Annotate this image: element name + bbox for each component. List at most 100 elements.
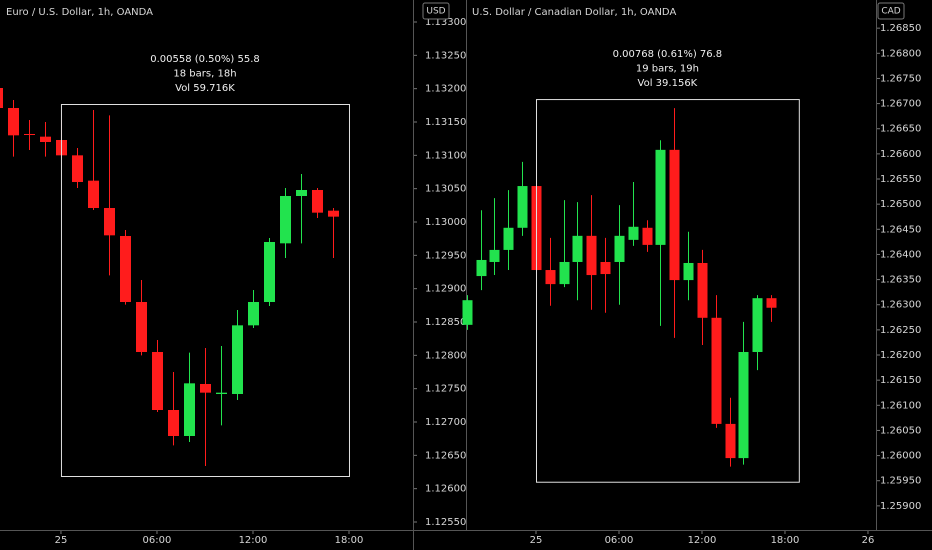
candle-body — [752, 298, 763, 352]
candle-body — [0, 88, 3, 108]
measure-label: Vol 39.156K — [638, 78, 698, 89]
y-tick-label: 1.12700 — [425, 417, 466, 428]
y-tick-label: 1.13300 — [425, 17, 466, 28]
candle-body — [683, 262, 694, 281]
y-tick-label: 1.12550 — [425, 517, 466, 528]
candle-body — [296, 190, 307, 196]
y-tick-label: 1.26600 — [880, 149, 921, 160]
y-tick-label: 1.26150 — [880, 375, 921, 386]
y-tick-label: 1.26250 — [880, 325, 921, 336]
y-tick-label: 1.25900 — [880, 501, 921, 512]
candle-body — [200, 384, 211, 393]
candle-body — [8, 108, 19, 136]
measure-label: Vol 59.716K — [175, 83, 235, 94]
y-tick-label: 1.13200 — [425, 84, 466, 95]
y-unit: USD — [426, 7, 445, 17]
measure-label: 0.00558 (0.50%) 55.8 — [150, 54, 260, 65]
measure-label: 0.00768 (0.61%) 76.8 — [613, 49, 723, 60]
y-tick-label: 1.26100 — [880, 400, 921, 411]
y-unit: CAD — [881, 7, 900, 17]
y-tick-label: 1.12650 — [425, 450, 466, 461]
y-tick-label: 1.26850 — [880, 23, 921, 34]
candle-body — [476, 259, 487, 277]
candle-body — [697, 262, 708, 318]
chart-title: U.S. Dollar / Canadian Dollar, 1h, OANDA — [472, 7, 676, 18]
y-tick-label: 1.13250 — [425, 50, 466, 61]
x-tick-label: 18:00 — [335, 535, 364, 546]
y-tick-label: 1.26300 — [880, 300, 921, 311]
candle-body — [572, 235, 583, 262]
unit-box — [422, 2, 450, 20]
y-tick-label: 1.26550 — [880, 174, 921, 185]
candle-body — [24, 134, 35, 135]
x-tick-label: 25 — [55, 535, 68, 546]
y-tick-label: 1.26650 — [880, 124, 921, 135]
candle-body — [711, 317, 722, 424]
candle-body — [216, 392, 227, 394]
candle-body — [280, 196, 291, 244]
candle-body — [248, 302, 259, 326]
y-tick-label: 1.12800 — [425, 350, 466, 361]
candle-body — [328, 210, 339, 217]
y-tick-label: 1.26400 — [880, 249, 921, 260]
candle-body — [628, 226, 639, 240]
candle-body — [40, 136, 51, 142]
y-tick-label: 1.26450 — [880, 224, 921, 235]
y-tick-label: 1.25950 — [880, 476, 921, 487]
candle-body — [72, 155, 83, 182]
candle-body — [503, 227, 514, 250]
candle-body — [738, 351, 749, 459]
y-tick-label: 1.12900 — [425, 284, 466, 295]
candle-body — [120, 236, 131, 302]
y-tick-label: 1.26000 — [880, 451, 921, 462]
measure-label: 18 bars, 18h — [173, 69, 236, 80]
y-tick-label: 1.12750 — [425, 384, 466, 395]
candle-body — [168, 410, 179, 436]
candle-body — [232, 325, 243, 394]
x-tick-label: 26 — [862, 535, 875, 546]
y-tick-label: 1.26750 — [880, 73, 921, 84]
candle-body — [264, 242, 275, 302]
candle-body — [312, 190, 323, 213]
y-tick-label: 1.13050 — [425, 184, 466, 195]
y-tick-label: 1.26200 — [880, 350, 921, 361]
x-tick-label: 18:00 — [771, 535, 800, 546]
candle-body — [669, 149, 680, 281]
candle-body — [104, 208, 115, 236]
y-tick-label: 1.26050 — [880, 425, 921, 436]
candle-body — [600, 261, 611, 275]
x-tick-label: 25 — [530, 535, 543, 546]
candle-body — [586, 235, 597, 276]
candle-body — [655, 149, 666, 245]
measure-box — [60, 104, 350, 477]
candle-body — [184, 383, 195, 436]
x-tick-label: 12:00 — [239, 535, 268, 546]
candle-body — [559, 261, 570, 285]
measure-label: 19 bars, 19h — [636, 64, 699, 75]
y-tick-label: 1.13100 — [425, 150, 466, 161]
chart-title: Euro / U.S. Dollar, 1h, OANDA — [6, 7, 153, 18]
y-tick-label: 1.12850 — [425, 317, 466, 328]
y-tick-label: 1.13000 — [425, 217, 466, 228]
x-tick-label: 06:00 — [143, 535, 172, 546]
y-tick-label: 1.26500 — [880, 199, 921, 210]
candle-body — [136, 302, 147, 352]
candle-body — [725, 423, 736, 459]
candle-body — [517, 186, 528, 228]
y-tick-label: 1.26350 — [880, 275, 921, 286]
unit-box — [877, 2, 905, 20]
candle-body — [614, 235, 625, 262]
y-tick-label: 1.13150 — [425, 117, 466, 128]
y-tick-label: 1.26700 — [880, 99, 921, 110]
candle-body — [766, 298, 777, 308]
candle-body — [489, 249, 500, 262]
x-tick-label: 06:00 — [605, 535, 634, 546]
y-tick-label: 1.12950 — [425, 250, 466, 261]
candle-body — [88, 180, 99, 208]
candle-body — [152, 352, 163, 410]
y-tick-label: 1.12600 — [425, 484, 466, 495]
measure-box — [535, 99, 800, 483]
candle-body — [545, 270, 556, 285]
